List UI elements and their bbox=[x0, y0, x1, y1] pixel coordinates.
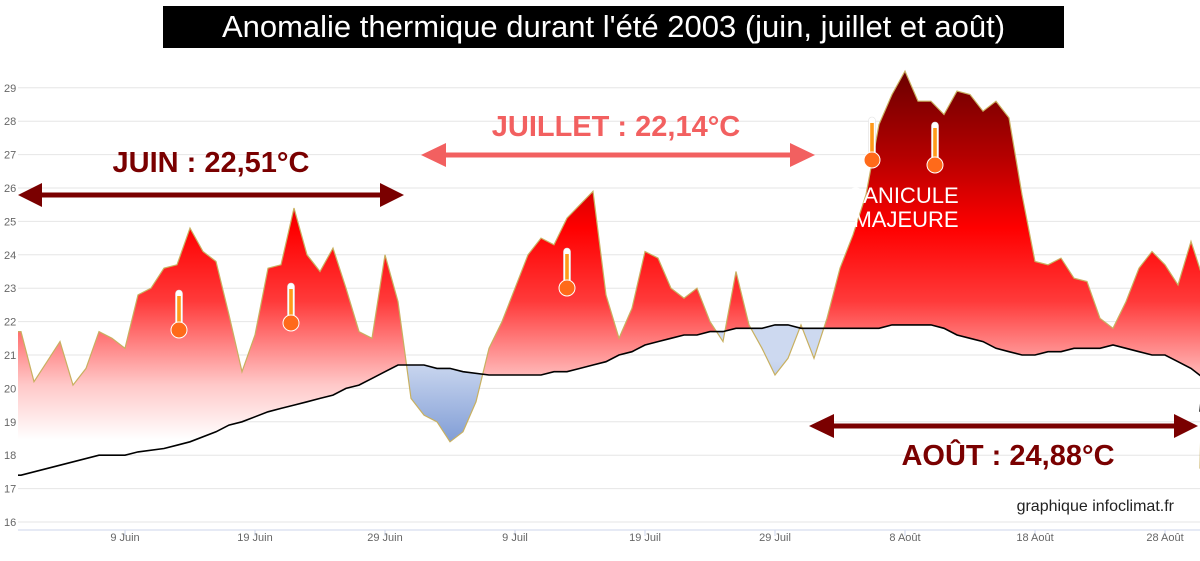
observed-temperature-line bbox=[18, 69, 1200, 469]
thermometer-icons bbox=[170, 116, 944, 339]
y-tick-label: 22 bbox=[4, 317, 16, 329]
warm-anomaly-area bbox=[18, 71, 1200, 476]
august-label: AOÛT : 24,88°C bbox=[901, 438, 1114, 472]
y-tick-label: 25 bbox=[4, 216, 16, 228]
y-tick-label: 26 bbox=[4, 183, 16, 195]
x-tick-label: 29 Juil bbox=[759, 532, 791, 544]
canicule-label-line2: MAJEURE bbox=[853, 207, 958, 232]
source-credit: graphique infoclimat.fr bbox=[1017, 498, 1175, 515]
thermometer-icon bbox=[863, 116, 881, 169]
thermometer-icon bbox=[558, 247, 576, 297]
y-tick-label: 20 bbox=[4, 383, 16, 395]
x-tick-label: 19 Juil bbox=[629, 532, 661, 544]
y-tick-label: 19 bbox=[4, 417, 16, 429]
thermometer-icon bbox=[170, 289, 188, 339]
y-tick-label: 28 bbox=[4, 116, 16, 128]
y-tick-label: 27 bbox=[4, 150, 16, 162]
thermometer-icon bbox=[926, 121, 944, 174]
y-tick-label: 23 bbox=[4, 283, 16, 295]
august-arrow bbox=[809, 414, 1198, 438]
y-tick-label: 29 bbox=[4, 83, 16, 95]
y-tick-label: 18 bbox=[4, 450, 16, 462]
x-tick-label: 9 Juil bbox=[502, 532, 528, 544]
canicule-label-line1: CANICULE bbox=[847, 183, 958, 208]
x-tick-label: 18 Août bbox=[1016, 532, 1053, 544]
x-tick-label: 9 Juin bbox=[110, 532, 139, 544]
x-tick-label: 8 Août bbox=[889, 532, 920, 544]
y-tick-label: 21 bbox=[4, 350, 16, 362]
june-arrow bbox=[18, 183, 404, 207]
y-tick-label: 17 bbox=[4, 484, 16, 496]
x-tick-label: 19 Juin bbox=[237, 532, 272, 544]
july-label: JUILLET : 22,14°C bbox=[492, 111, 741, 143]
june-label: JUIN : 22,51°C bbox=[113, 147, 310, 179]
y-tick-label: 16 bbox=[4, 517, 16, 529]
chart-title: Anomalie thermique durant l'été 2003 (ju… bbox=[163, 6, 1064, 48]
thermometer-icon bbox=[282, 282, 300, 332]
x-tick-label: 28 Août bbox=[1146, 532, 1183, 544]
x-tick-label: 29 Juin bbox=[367, 532, 402, 544]
y-axis-ticks: 16 17 18 19 20 21 22 23 24 25 26 27 28 29 bbox=[4, 83, 16, 529]
july-arrow bbox=[421, 143, 815, 167]
x-axis-ticks: 9 Juin 19 Juin 29 Juin 9 Juil 19 Juil 29 Juil… bbox=[110, 530, 1184, 544]
y-tick-label: 24 bbox=[4, 250, 16, 262]
normal-temperature-line bbox=[18, 324, 1200, 476]
